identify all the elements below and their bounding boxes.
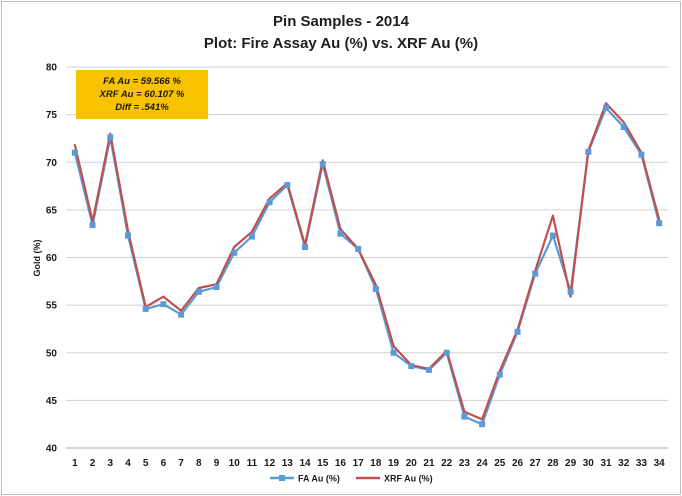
x-tick-label: 13 xyxy=(282,458,294,469)
chart-subtitle: Plot: Fire Assay Au (%) vs. XRF Au (%) xyxy=(204,35,478,52)
y-tick-label: 70 xyxy=(46,158,58,169)
x-tick-label: 22 xyxy=(441,458,453,469)
x-tick-label: 33 xyxy=(636,458,648,469)
data-point-fa xyxy=(425,366,432,373)
data-point-fa xyxy=(585,148,592,155)
data-point-fa xyxy=(160,301,167,308)
data-point-fa xyxy=(124,232,131,239)
data-point-fa xyxy=(142,305,149,312)
data-point-fa xyxy=(603,104,610,111)
legend: FA Au (%) XRF Au (%) xyxy=(270,474,433,484)
data-point-fa xyxy=(549,232,556,239)
x-tick-label: 7 xyxy=(178,458,184,469)
data-point-fa xyxy=(638,151,645,158)
data-point-fa xyxy=(496,371,503,378)
x-tick-label: 30 xyxy=(583,458,595,469)
x-tick-label: 24 xyxy=(477,458,489,469)
data-point-fa xyxy=(302,244,309,251)
x-tick-label: 15 xyxy=(317,458,329,469)
chart-title: Pin Samples - 2014 xyxy=(273,13,410,30)
legend-label: XRF Au (%) xyxy=(384,474,433,484)
x-tick-label: 34 xyxy=(654,458,666,469)
x-tick-label: 25 xyxy=(494,458,506,469)
x-tick-label: 19 xyxy=(388,458,400,469)
x-tick-label: 31 xyxy=(600,458,612,469)
annotation-line: XRF Au = 60.107 % xyxy=(99,89,185,100)
series-lines xyxy=(71,102,663,428)
x-tick-label: 5 xyxy=(143,458,149,469)
y-tick-label: 50 xyxy=(46,348,58,359)
gridlines xyxy=(66,66,668,449)
x-tick-label: 23 xyxy=(459,458,471,469)
data-point-fa xyxy=(231,249,238,256)
x-tick-label: 32 xyxy=(618,458,630,469)
x-tick-label: 26 xyxy=(512,458,524,469)
x-tick-label: 9 xyxy=(214,458,220,469)
data-point-fa xyxy=(284,182,291,189)
annotation-line: FA Au = 59.566 % xyxy=(103,76,181,87)
x-tick-label: 28 xyxy=(547,458,559,469)
stats-annotation: FA Au = 59.566 % XRF Au = 60.107 % Diff = … xyxy=(76,70,208,119)
y-tick-label: 80 xyxy=(46,63,58,74)
data-point-fa xyxy=(514,328,521,335)
y-tick-label: 60 xyxy=(46,253,58,264)
annotation-line: Diff = .541% xyxy=(115,102,169,113)
data-point-fa xyxy=(195,288,202,295)
data-point-fa xyxy=(178,311,185,318)
x-tick-label: 10 xyxy=(229,458,241,469)
y-tick-label: 45 xyxy=(46,396,58,407)
data-point-fa xyxy=(337,230,344,237)
x-tick-label: 2 xyxy=(90,458,96,469)
y-tick-label: 65 xyxy=(46,205,58,216)
data-point-fa xyxy=(390,349,397,356)
data-point-fa xyxy=(107,134,114,141)
data-point-fa xyxy=(355,245,362,252)
data-point-fa xyxy=(532,270,539,277)
y-tick-label: 55 xyxy=(46,301,58,312)
x-tick-label: 17 xyxy=(353,458,365,469)
data-point-fa xyxy=(89,222,96,229)
data-point-fa xyxy=(443,349,450,356)
data-point-fa xyxy=(656,220,663,227)
data-point-fa xyxy=(248,233,255,240)
data-point-fa xyxy=(319,161,326,168)
x-tick-label: 3 xyxy=(107,458,113,469)
data-point-fa xyxy=(372,285,379,292)
x-tick-label: 18 xyxy=(370,458,382,469)
data-point-fa xyxy=(213,284,220,291)
data-point-fa xyxy=(461,413,468,420)
x-tick-label: 1 xyxy=(72,458,78,469)
x-tick-label: 12 xyxy=(264,458,276,469)
x-tick-label: 11 xyxy=(247,458,258,469)
y-axis-label: Gold (%) xyxy=(32,240,42,277)
x-tick-label: 4 xyxy=(125,458,131,469)
x-tick-label: 21 xyxy=(423,458,435,469)
y-tick-label: 40 xyxy=(46,444,58,455)
x-tick-label: 16 xyxy=(335,458,347,469)
x-tick-label: 8 xyxy=(196,458,202,469)
data-point-fa xyxy=(620,124,627,131)
x-tick-label: 6 xyxy=(161,458,167,469)
data-point-fa xyxy=(479,421,486,428)
x-tick-label: 14 xyxy=(299,458,311,469)
y-tick-label: 75 xyxy=(46,110,58,121)
annotation-box xyxy=(76,70,208,119)
x-tick-label: 29 xyxy=(565,458,577,469)
legend-swatch-marker xyxy=(279,475,285,481)
data-point-fa xyxy=(266,199,273,206)
x-tick-label: 27 xyxy=(530,458,542,469)
legend-label: FA Au (%) xyxy=(298,474,340,484)
series-line-xrf xyxy=(73,102,661,421)
data-point-fa xyxy=(408,363,415,370)
data-point-fa xyxy=(71,149,78,156)
x-tick-label: 20 xyxy=(406,458,418,469)
data-point-fa xyxy=(567,288,574,295)
